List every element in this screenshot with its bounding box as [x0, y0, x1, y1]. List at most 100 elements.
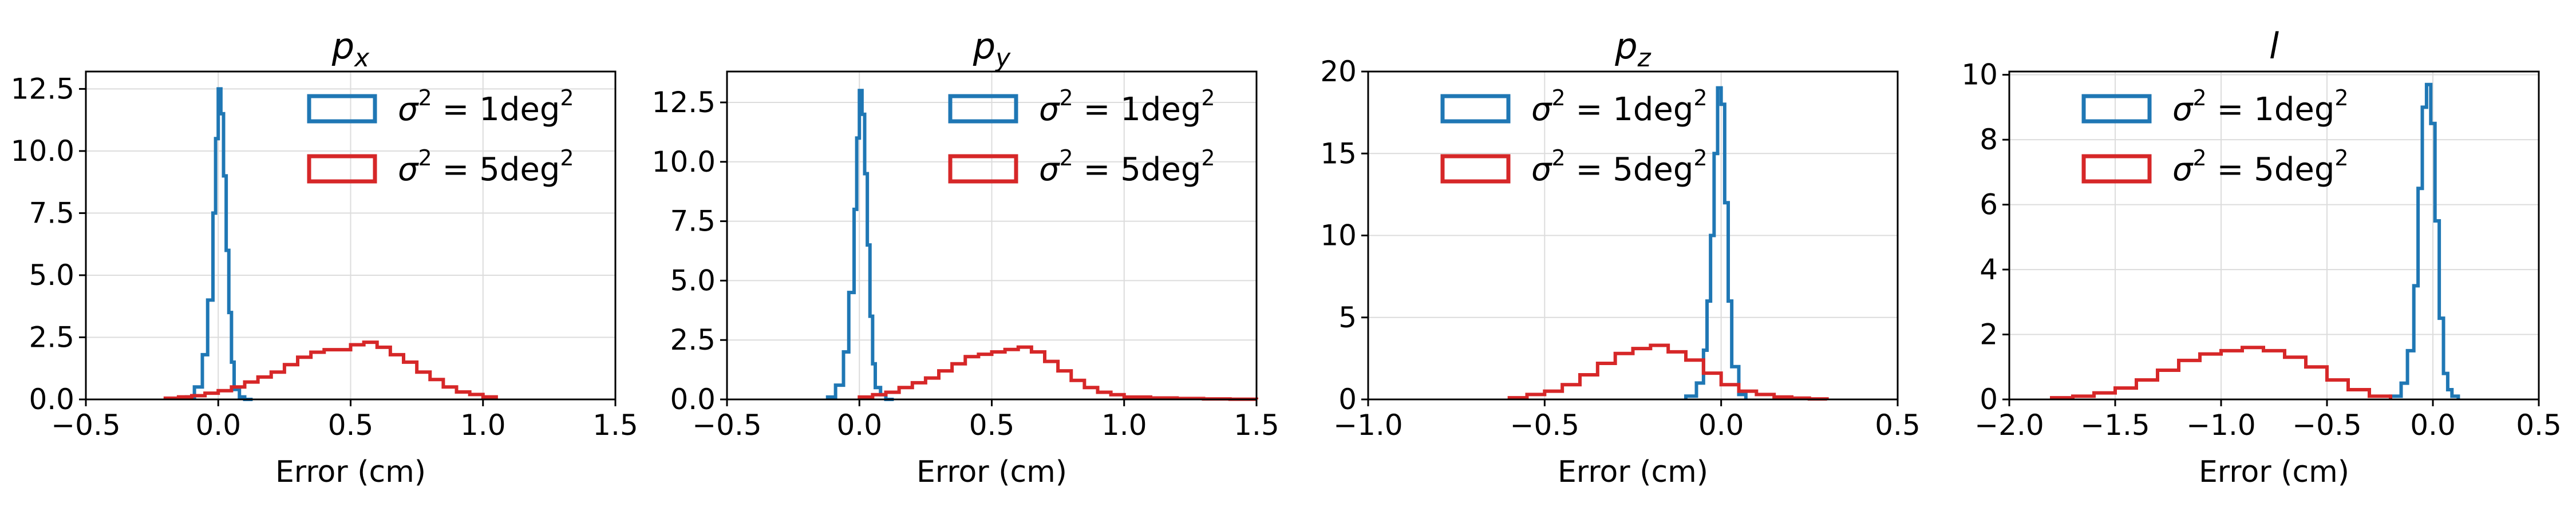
x-tick-label: −0.5 [1510, 409, 1579, 442]
legend-mid: = 5deg [432, 151, 560, 188]
x-axis-title: Error (cm) [916, 455, 1067, 489]
histogram-series-1 [825, 89, 894, 401]
legend-sup: 2 [2193, 145, 2207, 171]
legend-sup-unit: 2 [1693, 145, 1707, 171]
x-tick-label: 0.0 [836, 409, 882, 442]
legend-sup: 2 [418, 85, 432, 110]
x-tick-label: 1.5 [592, 409, 638, 442]
y-tick-label: 8 [1980, 123, 1998, 156]
panel-title: l [2269, 25, 2279, 67]
legend-sigma: σ [398, 151, 419, 188]
chart-panel-2: −0.5 0.0 0.5 1.0 1.50.02.55.07.510.012.5Erro… [652, 25, 1279, 489]
chart-panel-1: −0.5 0.0 0.5 1.0 1.50.02.55.07.510.012.5Erro… [11, 25, 638, 489]
legend-swatch-2 [2081, 154, 2152, 184]
y-tick-label: 20 [1320, 55, 1357, 88]
x-tick-label: −0.5 [2292, 409, 2361, 442]
legend-mid: = 5deg [1073, 151, 1202, 188]
legend-sup-unit: 2 [560, 145, 574, 171]
legend-sup: 2 [1552, 85, 1566, 110]
legend-label-2: σ2 = 5deg2 [1531, 145, 1708, 188]
histogram-series-1 [2389, 82, 2460, 399]
legend-label-1: σ2 = 1deg2 [1039, 85, 1215, 128]
x-tick-label: 1.0 [460, 409, 506, 442]
histogram-series-1 [1684, 86, 1748, 399]
panel-title-subscript: x [353, 43, 370, 73]
legend-sigma: σ [1039, 91, 1060, 128]
y-tick-label: 2.5 [29, 320, 74, 354]
legend-swatch-1 [2081, 94, 2152, 124]
legend-sigma: σ [2172, 91, 2194, 128]
legend-mid: = 1deg [1566, 91, 1694, 128]
y-tick-label: 2 [1980, 318, 1998, 351]
x-tick-label: 0.0 [2410, 409, 2456, 442]
legend-mid: = 5deg [2207, 151, 2335, 188]
legend-sigma: σ [1039, 151, 1060, 188]
histogram-series-2 [163, 340, 498, 400]
legend-swatch-2 [948, 154, 1018, 184]
legend-sup-unit: 2 [560, 85, 574, 110]
y-tick-label: 10.0 [11, 134, 74, 168]
histogram-series-2 [2050, 346, 2392, 400]
legend-label-1: σ2 = 1deg2 [1531, 85, 1708, 128]
legend-mid: = 1deg [2207, 91, 2335, 128]
x-tick-label: 0.5 [969, 409, 1015, 442]
histogram-series-2 [1507, 343, 1829, 401]
legend-label-2: σ2 = 5deg2 [398, 145, 574, 188]
y-tick-label: 5.0 [670, 264, 716, 297]
panel-title: px [331, 25, 370, 73]
y-tick-label: 10.0 [652, 145, 716, 179]
panel-title-subscript: y [994, 43, 1011, 73]
y-tick-label: 15 [1320, 137, 1357, 170]
y-tick-label: 6 [1980, 188, 1998, 221]
x-tick-label: −1.0 [2186, 409, 2255, 442]
legend-sup-unit: 2 [1201, 145, 1215, 171]
legend-sigma: σ [2172, 151, 2194, 188]
y-tick-label: 0.0 [670, 383, 716, 416]
y-tick-label: 5.0 [29, 259, 74, 292]
legend-sup-unit: 2 [1693, 85, 1707, 110]
histogram-series-1 [184, 87, 253, 401]
legend-swatch-1 [948, 94, 1018, 124]
legend-sup: 2 [1552, 145, 1566, 171]
x-axis-title: Error (cm) [1558, 455, 1708, 489]
legend-swatch-2 [1440, 154, 1511, 184]
x-tick-label: 0.0 [1698, 409, 1744, 442]
y-tick-label: 5 [1338, 301, 1357, 334]
legend-swatch-1 [307, 94, 377, 124]
legend-label-2: σ2 = 5deg2 [1039, 145, 1215, 188]
panel-title-subscript: z [1637, 43, 1652, 73]
y-tick-label: 12.5 [652, 86, 716, 119]
legend-sup-unit: 2 [2334, 85, 2348, 110]
legend-swatch-1 [1440, 94, 1511, 124]
y-tick-label: 7.5 [29, 196, 74, 229]
x-tick-label: −2.0 [1974, 409, 2044, 442]
y-tick-label: 12.5 [11, 72, 74, 105]
panel-title-main: l [2269, 25, 2279, 67]
y-tick-label: 7.5 [670, 205, 716, 238]
panel-title-main: p [331, 25, 354, 67]
y-tick-label: 0 [1980, 383, 1998, 416]
x-tick-label: 1.5 [1234, 409, 1279, 442]
legend-sigma: σ [1531, 91, 1552, 128]
legend-label-1: σ2 = 1deg2 [2172, 85, 2349, 128]
legend-sup: 2 [418, 145, 432, 171]
plot-frame [2008, 70, 2540, 401]
panel-title-main: p [1614, 25, 1637, 67]
x-tick-label: 0.5 [328, 409, 374, 442]
x-tick-label: −0.5 [692, 409, 761, 442]
panel-title: pz [1614, 25, 1651, 73]
x-tick-label: −0.5 [51, 409, 120, 442]
legend-sup-unit: 2 [2334, 145, 2348, 171]
legend-mid: = 1deg [432, 91, 560, 128]
x-tick-label: 0.5 [2516, 409, 2562, 442]
x-tick-label: −1.0 [1333, 409, 1402, 442]
y-tick-label: 4 [1980, 253, 1998, 286]
x-axis-title: Error (cm) [275, 455, 426, 489]
x-tick-label: −1.5 [2080, 409, 2150, 442]
legend-label-2: σ2 = 5deg2 [2172, 145, 2349, 188]
legend-swatch-2 [307, 154, 377, 184]
legend-sup: 2 [1060, 85, 1073, 110]
x-tick-label: 1.0 [1101, 409, 1147, 442]
